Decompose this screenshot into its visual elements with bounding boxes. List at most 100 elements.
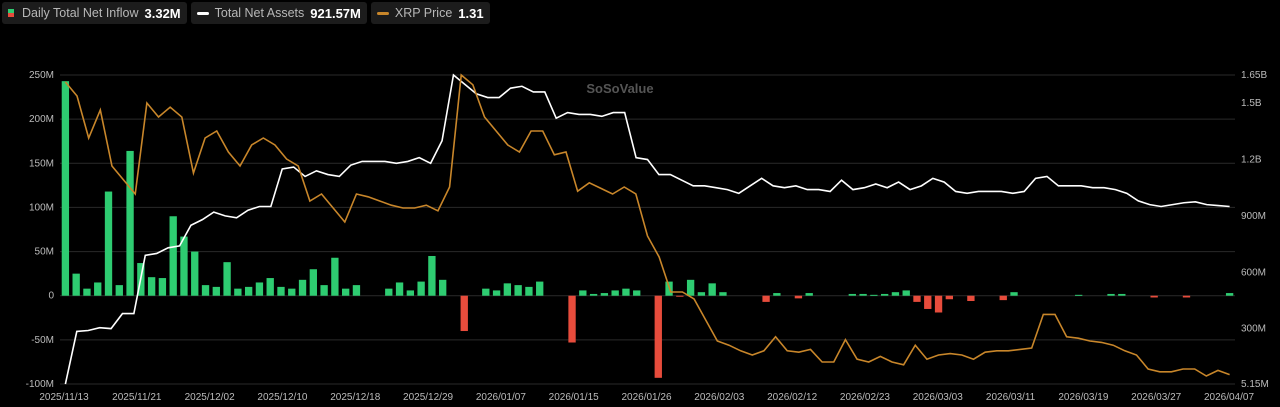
inflow-bar [352,285,361,296]
inflow-bar [1182,295,1191,298]
right-axis-tick: 600M [1241,267,1266,278]
inflow-bar [72,273,80,296]
inflow-bar [1075,294,1083,296]
inflow-bar [525,286,533,296]
x-axis-tick: 2025/12/02 [185,392,235,403]
x-axis-tick: 2025/11/21 [112,392,162,403]
inflow-bar [158,278,167,296]
x-axis-tick: 2025/12/10 [257,392,307,403]
legend-item-daily-net-inflow[interactable]: Daily Total Net Inflow 3.32M [2,2,187,24]
inflow-bar [503,283,512,296]
inflow-bar [1010,292,1018,296]
legend-label: XRP Price [394,6,453,20]
left-axis-tick: -100M [26,379,54,390]
right-axis-tick: 900M [1241,211,1266,222]
inflow-bar [169,216,177,296]
right-axis-tick: 1.2B [1241,155,1262,166]
x-axis-tick: 2026/02/03 [694,392,744,403]
inflow-bar [428,255,436,296]
x-axis-tick: 2026/02/12 [767,392,817,403]
inflow-bar [913,295,921,302]
inflow-bar [492,290,501,296]
legend-label: Daily Total Net Inflow [22,6,139,20]
inflow-bar [579,290,587,296]
inflow-bar [147,277,156,296]
inflow-bar [288,288,296,296]
inflow-bar [234,288,242,296]
inflow-bar [385,288,393,296]
x-axis-tick: 2026/02/23 [840,392,890,403]
inflow-bar [191,251,199,296]
inflow-bar [83,288,91,296]
inflow-bar [870,294,878,296]
left-axis-tick: 0 [48,291,54,302]
inflow-bar [622,288,630,296]
inflow-bar [104,191,113,296]
x-axis-tick: 2026/04/07 [1204,392,1254,403]
legend: Daily Total Net Inflow 3.32M Total Net A… [2,2,490,24]
inflow-bar [762,295,770,302]
inflow-bar [891,292,900,296]
left-axis-tick: 150M [29,158,54,169]
inflow-bar [201,285,210,296]
legend-item-total-net-assets[interactable]: Total Net Assets 921.57M [190,2,367,24]
inflow-bar [331,257,339,296]
inflow-bar [482,288,490,296]
inflow-bar [255,282,264,296]
inflow-bar [589,293,598,296]
inflow-bar [298,279,307,296]
legend-label: Total Net Assets [214,6,305,20]
inflow-bar [654,295,662,378]
inflow-bar [999,295,1007,301]
inflow-bar [460,295,468,332]
line-swatch-icon [376,11,389,15]
inflow-bar [320,285,328,296]
bar-swatch-icon [8,9,14,17]
inflow-bar [223,262,231,296]
inflow-bar [794,295,803,299]
inflow-bar [686,279,695,296]
right-axis-tick: 300M [1241,324,1266,335]
left-axis-tick: 200M [29,114,54,125]
inflow-bar [708,283,716,296]
inflow-bar [633,290,641,296]
inflow-bar [1225,293,1234,296]
inflow-bar [880,293,889,296]
inflow-bar [568,295,576,343]
inflow-bar [514,285,522,296]
x-axis-tick: 2026/01/15 [549,392,599,403]
inflow-bar [180,236,188,296]
right-axis-tick: 1.5B [1241,98,1262,109]
inflow-bar [676,295,684,297]
inflow-bar [1118,293,1126,296]
right-axis-tick: 5.15M [1241,379,1269,390]
inflow-bar [1107,293,1115,296]
x-axis-tick: 2026/01/26 [621,392,671,403]
inflow-bar [902,290,910,296]
inflow-bar [848,293,856,296]
legend-value: 921.57M [310,5,361,21]
x-axis-tick: 2025/12/18 [330,392,380,403]
inflow-bar [277,286,285,296]
inflow-bar [61,81,70,296]
inflow-bar [406,290,415,296]
inflow-bar [536,281,544,296]
inflow-bar [859,293,867,296]
inflow-bar [439,279,447,296]
x-axis-tick: 2025/12/29 [403,392,453,403]
inflow-bar [395,282,404,296]
left-axis-tick: 50M [35,247,54,258]
inflow-bar [805,293,813,296]
left-axis-tick: 100M [29,202,54,213]
inflow-bar [266,278,274,296]
inflow-bar [773,293,781,296]
x-axis-tick: 2025/11/13 [39,392,89,403]
inflow-bar [924,295,932,309]
inflow-bar [945,295,953,300]
inflow-bar [309,269,317,296]
x-axis-tick: 2026/03/19 [1058,392,1108,403]
legend-item-xrp-price[interactable]: XRP Price 1.31 [370,2,490,24]
inflow-bar [417,281,425,296]
x-axis-tick: 2026/03/27 [1131,392,1181,403]
